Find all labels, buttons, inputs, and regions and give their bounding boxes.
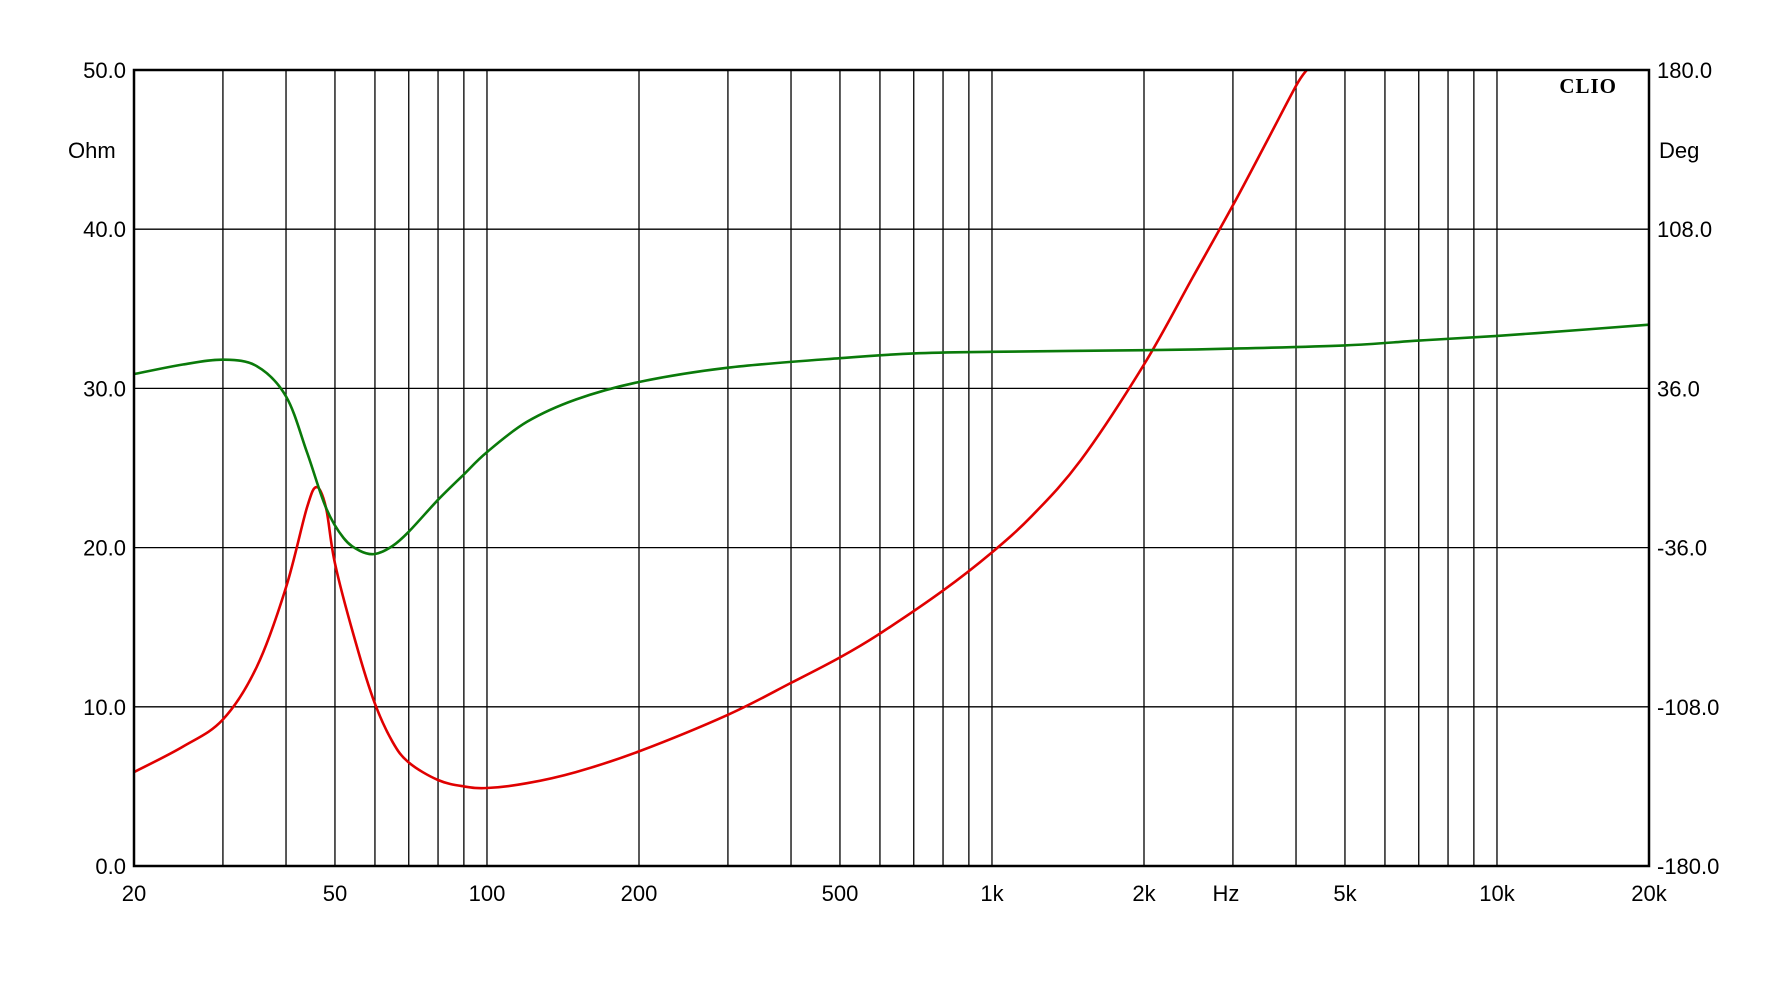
plot-frame (132, 68, 1651, 868)
phase-curve (133, 323, 1650, 556)
x-tick-label: 100 (469, 881, 506, 906)
y-right-tick-label: -180.0 (1657, 854, 1719, 879)
series-layer (133, 69, 1650, 790)
x-tick-label: 5k (1333, 881, 1357, 906)
y-left-tick-label: 10.0 (83, 695, 126, 720)
y-right-unit-label: Deg (1659, 138, 1699, 163)
x-unit-label: Hz (1213, 881, 1240, 906)
y-left-tick-label: 0.0 (95, 854, 126, 879)
y-left-tick-label: 50.0 (83, 58, 126, 83)
x-tick-label: 20k (1631, 881, 1667, 906)
x-tick-label: 500 (822, 881, 859, 906)
y-left-tick-label: 20.0 (83, 536, 126, 561)
y-right-tick-label: -36.0 (1657, 536, 1707, 561)
x-tick-label: 10k (1479, 881, 1515, 906)
x-tick-label: 2k (1132, 881, 1156, 906)
grid (134, 70, 1649, 866)
y-right-tick-label: 36.0 (1657, 376, 1700, 401)
y-left-tick-label: 40.0 (83, 217, 126, 242)
clio-logo: CLIO (1559, 74, 1617, 98)
y-right-tick-label: -108.0 (1657, 695, 1719, 720)
y-right-tick-label: 180.0 (1657, 58, 1712, 83)
y-left-tick-label: 30.0 (83, 376, 126, 401)
y-right-tick-label: 108.0 (1657, 217, 1712, 242)
x-tick-label: 50 (323, 881, 347, 906)
impedance-curve (133, 69, 1308, 790)
x-tick-label: 1k (980, 881, 1004, 906)
y-left-unit-label: Ohm (68, 138, 116, 163)
x-tick-label: 200 (621, 881, 658, 906)
labels: 20 50 100 200 500 1k 2k 5k 10k 20k Hz 0.0 10.0 20.0 30… (68, 58, 1719, 906)
x-tick-label: 20 (122, 881, 146, 906)
